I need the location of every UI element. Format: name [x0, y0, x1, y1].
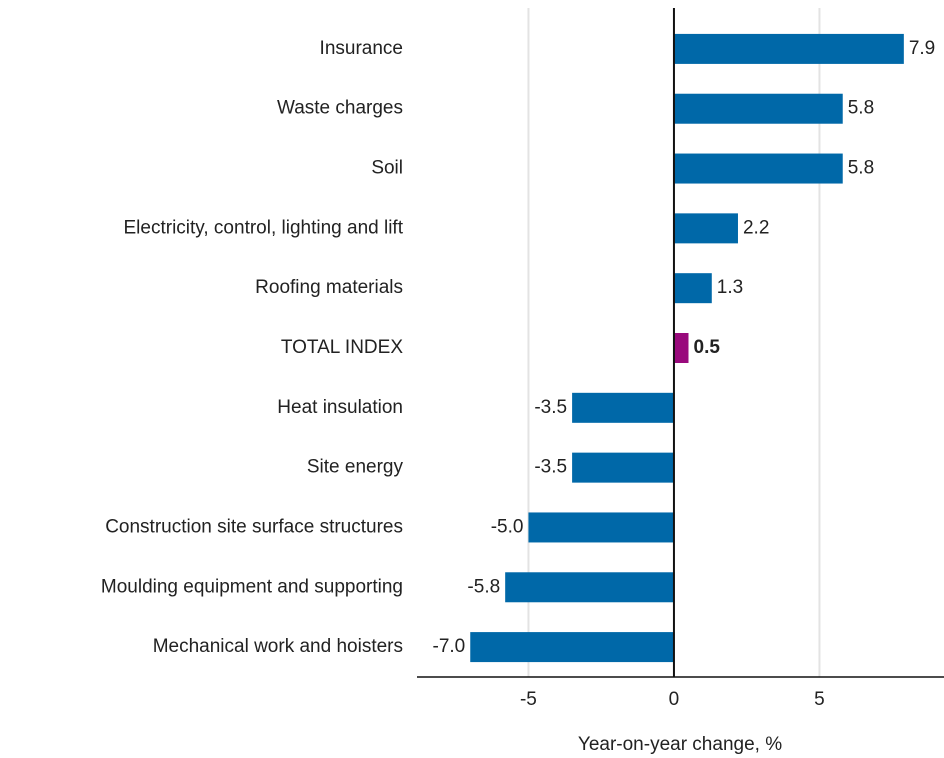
value-label: 1.3 [717, 277, 743, 298]
x-tick-label: 5 [814, 689, 825, 710]
bar [572, 452, 674, 483]
value-label: -3.5 [534, 397, 567, 418]
bar [572, 392, 674, 423]
value-label: 5.8 [848, 158, 874, 179]
y-tick-label: Roofing materials [255, 277, 403, 298]
y-tick-label: Heat insulation [277, 397, 403, 418]
value-label: -3.5 [534, 457, 567, 478]
y-tick-label: Soil [371, 158, 403, 179]
bar [673, 213, 738, 244]
bar [673, 273, 712, 304]
y-tick-label: Waste charges [277, 98, 403, 119]
y-tick-label: Moulding equipment and supporting [101, 576, 403, 597]
x-axis-title: Year-on-year change, % [578, 734, 782, 755]
y-tick-label: Electricity, control, lighting and lift [124, 217, 404, 238]
x-tick-label: 0 [669, 689, 680, 710]
y-tick-label: Insurance [320, 38, 403, 59]
y-tick-label: Construction site surface structures [105, 516, 403, 537]
value-label: -5.8 [467, 576, 500, 597]
bar [470, 632, 674, 663]
y-tick-label: TOTAL INDEX [281, 337, 403, 358]
bar [505, 572, 674, 603]
value-label: 7.9 [909, 38, 935, 59]
value-label: 5.8 [848, 98, 874, 119]
bar [528, 512, 674, 543]
x-tick-label: -5 [520, 689, 537, 710]
bar [673, 33, 904, 64]
value-label: 2.2 [743, 217, 769, 238]
value-label: 0.5 [694, 337, 721, 358]
y-tick-label: Site energy [307, 457, 404, 478]
y-tick-label: Mechanical work and hoisters [153, 636, 403, 657]
value-label: -5.0 [491, 516, 524, 537]
bar [673, 93, 843, 124]
bar [673, 333, 689, 363]
value-label: -7.0 [433, 636, 466, 657]
bar [673, 153, 843, 184]
